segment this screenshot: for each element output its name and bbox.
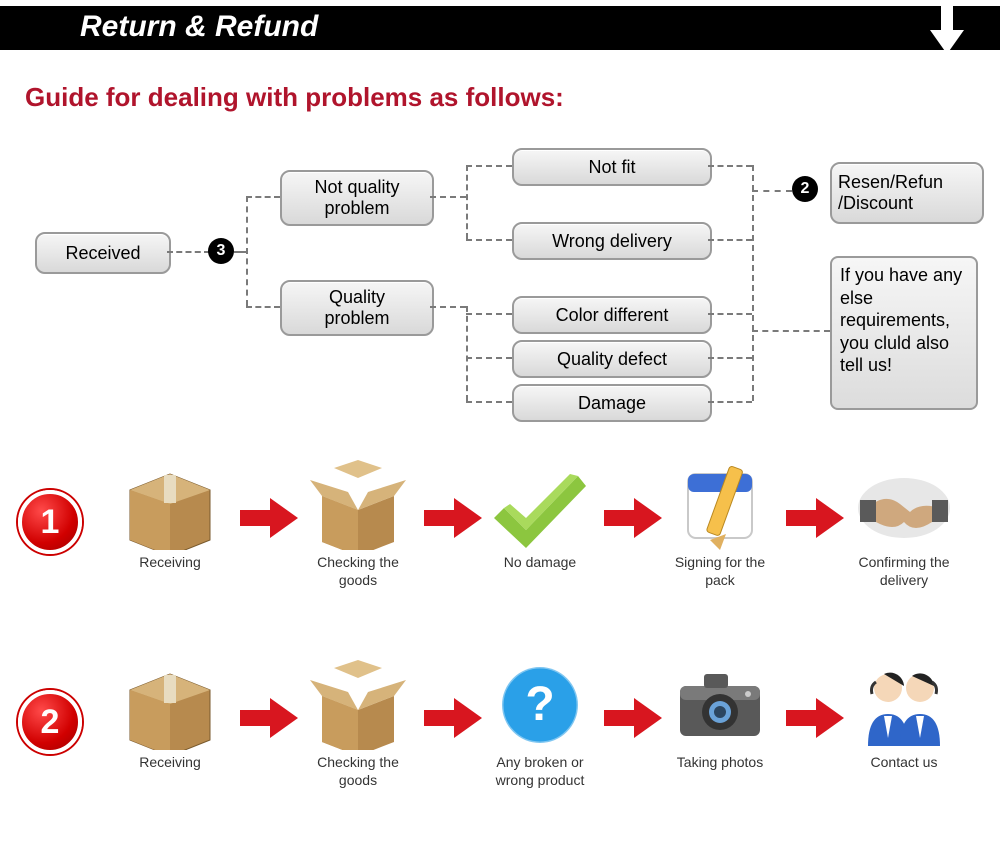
node-damage: Damage <box>512 384 712 422</box>
arrow-icon <box>786 498 844 538</box>
edge <box>466 165 512 167</box>
arrow-icon <box>424 698 482 738</box>
edge <box>752 190 792 192</box>
node-quality: Quality problem <box>280 280 434 336</box>
step-r2-3: Taking photos <box>660 660 780 772</box>
edge <box>466 313 512 315</box>
step-r2-1: Checking the goods <box>298 660 418 789</box>
arrow-icon <box>424 498 482 538</box>
arrow-icon <box>604 498 662 538</box>
step-r2-0: Receiving <box>110 660 230 772</box>
step-label: Checking the goods <box>298 754 418 789</box>
step-label: Contact us <box>844 754 964 772</box>
guide-heading: Guide for dealing with problems as follo… <box>25 82 564 113</box>
box-open-icon <box>308 460 408 550</box>
node-label: Received <box>65 243 140 264</box>
node-label: Color different <box>556 305 669 326</box>
node-quality-defect: Quality defect <box>512 340 712 378</box>
edge <box>246 196 248 306</box>
edge <box>466 239 512 241</box>
step-r1-3: Signing for the pack <box>660 460 780 589</box>
edge <box>466 357 512 359</box>
header-title: Return & Refund <box>80 10 318 44</box>
arrow-icon <box>604 698 662 738</box>
box-closed-icon <box>120 660 220 750</box>
node-label: If you have any else requirements, you c… <box>840 265 962 375</box>
page: Return & Refund Guide for dealing with p… <box>0 0 1000 841</box>
node-label: Quality defect <box>557 349 667 370</box>
edge <box>466 401 512 403</box>
step-label: Taking photos <box>660 754 780 772</box>
support-icon <box>854 660 954 750</box>
step-r1-0: Receiving <box>110 460 230 572</box>
node-label: Not quality problem <box>314 177 399 219</box>
node-label: Resen/Refun /Discount <box>838 172 943 214</box>
step-r1-2: No damage <box>480 460 600 572</box>
node-resen-refun: Resen/Refun /Discount <box>830 162 984 224</box>
box-open-icon <box>308 660 408 750</box>
step-label: Confirming the delivery <box>844 554 964 589</box>
step-r2-2: ? Any broken or wrong product <box>480 660 600 789</box>
node-wrong-delivery: Wrong delivery <box>512 222 712 260</box>
row2-badge: 2 <box>18 690 82 754</box>
arrow-icon <box>240 698 298 738</box>
badge-label: 2 <box>801 180 810 198</box>
node-label: Damage <box>578 393 646 414</box>
step-label: Receiving <box>110 754 230 772</box>
question-icon: ? <box>490 660 590 750</box>
edge <box>708 239 752 241</box>
edge <box>246 196 280 198</box>
edge <box>752 330 830 332</box>
edge <box>466 306 468 401</box>
step-label: No damage <box>480 554 600 572</box>
handshake-icon <box>854 460 954 550</box>
edge <box>708 165 752 167</box>
edge <box>246 306 280 308</box>
edge <box>708 401 752 403</box>
badge-label: 3 <box>217 242 226 260</box>
node-label: Wrong delivery <box>552 231 672 252</box>
step-label: Checking the goods <box>298 554 418 589</box>
edge <box>752 165 754 401</box>
step-r1-1: Checking the goods <box>298 460 418 589</box>
edge <box>430 196 466 198</box>
step-label: Signing for the pack <box>660 554 780 589</box>
edge <box>234 251 246 253</box>
edge <box>466 165 468 239</box>
check-icon <box>490 460 590 550</box>
edge <box>167 251 210 253</box>
box-closed-icon <box>120 460 220 550</box>
pencil-note-icon <box>670 460 770 550</box>
edge <box>430 306 466 308</box>
badge-3: 3 <box>208 238 234 264</box>
edge <box>708 313 752 315</box>
step-label: Receiving <box>110 554 230 572</box>
node-color-different: Color different <box>512 296 712 334</box>
edge <box>708 357 752 359</box>
node-label: Not fit <box>588 157 635 178</box>
row1-badge: 1 <box>18 490 82 554</box>
svg-text:?: ? <box>525 678 554 731</box>
node-not-quality: Not quality problem <box>280 170 434 226</box>
down-arrow-icon <box>930 2 964 56</box>
node-received: Received <box>35 232 171 274</box>
step-r1-4: Confirming the delivery <box>844 460 964 589</box>
header-bar: Return & Refund <box>0 6 1000 50</box>
arrow-icon <box>786 698 844 738</box>
badge-label: 1 <box>41 503 60 542</box>
badge-2: 2 <box>792 176 818 202</box>
arrow-icon <box>240 498 298 538</box>
node-label: Quality problem <box>324 287 389 329</box>
node-info: If you have any else requirements, you c… <box>830 256 978 410</box>
step-label: Any broken or wrong product <box>480 754 600 789</box>
step-r2-4: Contact us <box>844 660 964 772</box>
node-not-fit: Not fit <box>512 148 712 186</box>
camera-icon <box>670 660 770 750</box>
badge-label: 2 <box>41 703 60 742</box>
